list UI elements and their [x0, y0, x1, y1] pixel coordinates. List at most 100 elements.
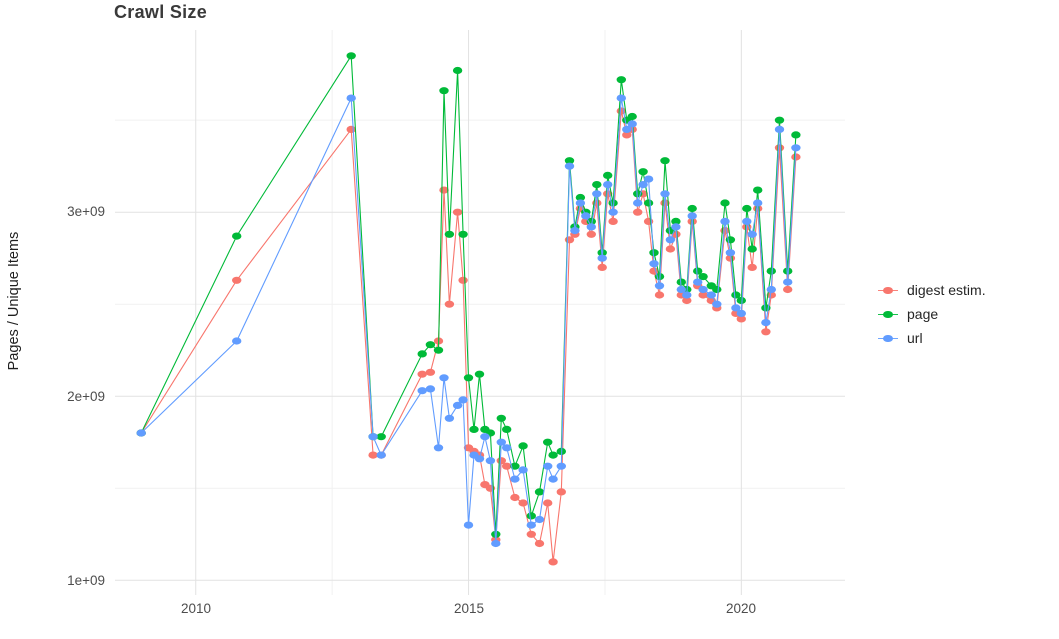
data-point — [753, 199, 763, 207]
data-point — [643, 175, 654, 183]
data-point — [346, 125, 356, 133]
data-point — [433, 444, 444, 452]
legend-item-digest: digest estim. — [878, 282, 986, 298]
data-point — [346, 52, 356, 60]
data-point — [608, 208, 618, 216]
data-point — [698, 273, 708, 281]
legend-label: digest estim. — [907, 282, 986, 298]
data-point — [671, 223, 681, 231]
data-point — [570, 227, 580, 235]
data-point — [687, 212, 697, 220]
data-point — [458, 276, 468, 284]
data-point — [510, 475, 520, 483]
data-point — [783, 267, 793, 275]
data-point — [586, 223, 596, 231]
data-point — [597, 254, 607, 262]
data-point — [543, 438, 553, 446]
data-point — [774, 144, 785, 152]
data-point — [660, 157, 670, 165]
data-point — [649, 249, 659, 257]
legend: digest estim. page url — [878, 282, 986, 346]
data-point — [518, 442, 528, 450]
data-point — [548, 475, 558, 483]
data-point — [463, 374, 474, 382]
data-point — [518, 466, 528, 474]
data-point — [638, 181, 648, 189]
data-point — [687, 204, 697, 213]
data-point — [720, 199, 730, 207]
data-point — [638, 168, 648, 176]
data-point — [676, 278, 686, 286]
data-point — [597, 263, 607, 271]
data-point — [502, 462, 512, 470]
x-tick-label: 2020 — [725, 601, 757, 616]
data-point — [502, 444, 512, 452]
data-point — [671, 217, 681, 225]
data-point — [736, 309, 746, 317]
data-point — [693, 278, 703, 286]
data-point — [616, 94, 626, 102]
data-point — [564, 157, 575, 165]
data-point — [761, 319, 771, 327]
data-point — [592, 190, 602, 198]
data-point — [575, 193, 586, 202]
legend-item-page: page — [878, 306, 986, 322]
data-point — [774, 116, 785, 124]
data-point — [665, 236, 676, 244]
data-point — [526, 521, 536, 529]
data-point — [742, 217, 752, 225]
data-point — [556, 488, 566, 496]
grid-minor — [115, 30, 845, 595]
legend-label: page — [907, 306, 939, 322]
data-point — [232, 232, 242, 240]
data-point — [747, 230, 757, 238]
data-point — [791, 144, 801, 152]
y-axis-title: Pages / Unique Items — [6, 231, 22, 371]
data-point — [425, 385, 436, 393]
data-point — [603, 171, 613, 179]
data-point — [548, 451, 558, 459]
data-point — [712, 300, 722, 308]
data-point — [510, 493, 520, 502]
data-point — [766, 267, 776, 275]
data-point — [592, 181, 602, 189]
data-point — [452, 66, 463, 75]
legend-point-icon — [878, 307, 898, 321]
data-point — [654, 282, 665, 290]
data-point — [452, 208, 463, 216]
series-url — [136, 94, 801, 548]
data-point — [622, 131, 632, 139]
data-point — [725, 236, 736, 244]
data-point — [581, 212, 591, 220]
x-tick-label: 2010 — [180, 601, 212, 616]
data-point — [627, 112, 637, 121]
data-point — [444, 414, 455, 422]
data-point — [425, 368, 436, 376]
data-point — [543, 462, 553, 470]
data-point — [376, 433, 386, 441]
data-point — [603, 181, 613, 189]
data-point — [682, 291, 692, 299]
data-point — [747, 263, 757, 271]
data-point — [791, 153, 801, 161]
data-point — [660, 190, 670, 198]
data-point — [496, 414, 506, 422]
y-tick-label: 2e+09 — [67, 389, 105, 404]
data-point — [783, 278, 793, 286]
data-point — [698, 285, 708, 294]
data-point — [458, 230, 468, 238]
data-point — [376, 451, 386, 459]
data-point — [232, 276, 242, 284]
data-point — [485, 457, 496, 465]
data-point — [439, 374, 449, 382]
data-point — [766, 291, 776, 299]
y-tick-label: 1e+09 — [67, 573, 105, 588]
data-point — [543, 499, 553, 507]
data-point — [766, 285, 776, 294]
data-point — [736, 296, 746, 305]
data-point — [444, 230, 455, 238]
data-point — [496, 438, 506, 446]
data-point — [649, 260, 659, 268]
